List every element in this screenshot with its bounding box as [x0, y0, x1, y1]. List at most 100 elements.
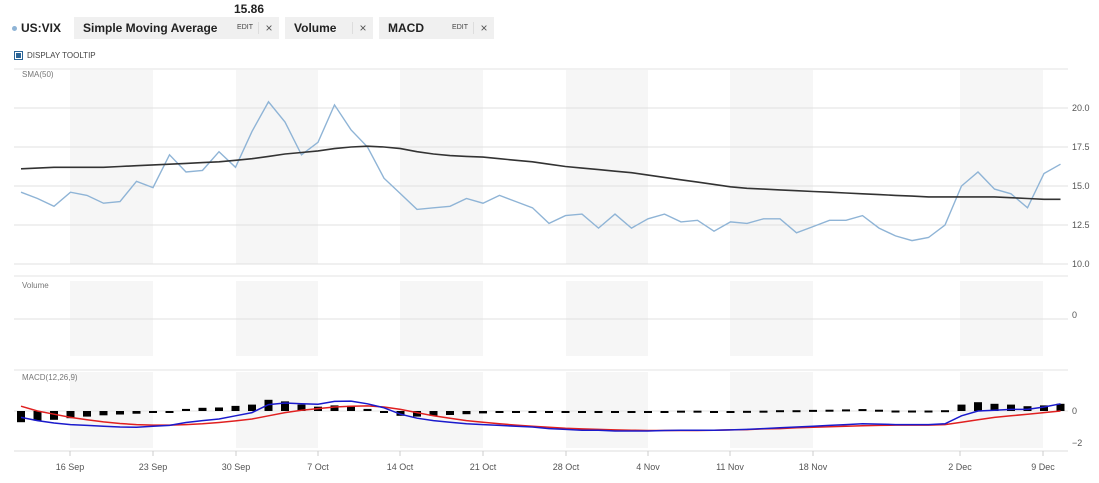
macd-histogram-bar: [627, 411, 636, 413]
macd-histogram-bar: [83, 411, 91, 417]
x-tick-label: 21 Oct: [470, 462, 497, 472]
x-tick-label: 7 Oct: [307, 462, 329, 472]
volume-close-icon[interactable]: ×: [359, 21, 367, 35]
x-tick-label: 9 Dec: [1031, 462, 1055, 472]
x-tick-label: 23 Sep: [139, 462, 168, 472]
vix-line: [20, 100, 1061, 242]
macd-histogram-bar: [248, 404, 256, 411]
macd-histogram-bar: [1007, 404, 1015, 411]
macd-histogram-bar: [974, 402, 982, 411]
x-tick-label: 11 Nov: [716, 462, 744, 472]
macd-histogram-bar: [957, 404, 966, 411]
macd-histogram-bar: [116, 411, 124, 415]
volume-panel-label: Volume: [22, 281, 49, 290]
macd-histogram-bar: [1023, 406, 1032, 411]
macd-histogram-bar: [182, 408, 190, 411]
week-band: [236, 70, 318, 264]
macd-histogram-bar: [578, 411, 586, 413]
macd-histogram-bar: [149, 411, 157, 413]
week-band: [566, 70, 648, 264]
indicator-legend: US:VIX: [12, 17, 74, 39]
symbol-label[interactable]: US:VIX: [12, 21, 74, 35]
sma-panel-label: SMA(50): [22, 70, 54, 79]
display-tooltip-label: DISPLAY TOOLTIP: [27, 51, 96, 60]
macd-histogram-bar: [380, 411, 388, 413]
tab-volume-label: Volume: [294, 21, 337, 35]
checkbox-icon[interactable]: [14, 51, 23, 60]
signal-line: [20, 405, 1061, 432]
macd-histogram-bar: [528, 411, 537, 413]
macd-histogram-bar: [561, 411, 570, 413]
macd-close-icon[interactable]: ×: [480, 21, 488, 35]
macd-histogram-bar: [17, 411, 25, 423]
macd-histogram-bar: [792, 410, 801, 413]
macd-histogram-bar: [710, 411, 718, 413]
macd-histogram-bar: [743, 410, 751, 413]
macd-histogram-bar: [330, 405, 339, 411]
macd-histogram-bar: [891, 410, 900, 413]
macd-histogram-bar: [908, 410, 916, 413]
macd-histogram-bar: [875, 409, 883, 412]
y-tick-label: 12.5: [1072, 220, 1090, 230]
macd-histogram-bar: [776, 410, 784, 413]
macd-histogram-bar: [545, 411, 553, 413]
macd-histogram-bar: [693, 410, 702, 413]
y-tick-label: 20.0: [1072, 103, 1090, 113]
macd-histogram-bar: [644, 411, 652, 413]
tab-macd-label: MACD: [388, 21, 424, 35]
macd-histogram-bar: [462, 411, 471, 415]
macd-histogram-bar: [809, 409, 817, 412]
macd-panel-label: MACD(12,26,9): [22, 373, 78, 382]
y-tick-label: 10.0: [1072, 259, 1090, 269]
macd-histogram-bar: [446, 411, 454, 415]
macd-histogram-bar: [660, 411, 669, 413]
macd-histogram-bar: [941, 410, 949, 413]
macd-histogram-bar: [297, 404, 306, 411]
macd-histogram-bar: [611, 411, 619, 413]
tab-volume[interactable]: Volume ×: [285, 17, 373, 39]
macd-histogram-bar: [594, 411, 603, 413]
macd-histogram-bar: [759, 410, 768, 413]
macd-histogram-bar: [231, 405, 240, 411]
macd-histogram-bar: [1056, 403, 1065, 411]
macd-histogram-bar: [479, 411, 487, 414]
macd-histogram-bar: [33, 411, 42, 421]
week-band: [960, 70, 1043, 264]
divider: [352, 22, 353, 34]
tab-sma-label: Simple Moving Average: [83, 21, 218, 35]
series-dot-icon: [12, 25, 17, 31]
macd-y-tick: −2: [1072, 438, 1082, 448]
x-tick-label: 30 Sep: [222, 462, 251, 472]
macd-histogram-bar: [413, 411, 421, 417]
week-band: [566, 372, 648, 448]
macd-histogram-bar: [215, 407, 223, 411]
macd-histogram-bar: [825, 409, 834, 412]
week-band: [70, 372, 153, 448]
macd-histogram-bar: [726, 411, 735, 413]
sma-close-icon[interactable]: ×: [265, 21, 273, 35]
sma-edit-button[interactable]: EDIT: [237, 22, 259, 34]
macd-histogram-bar: [363, 408, 372, 411]
week-band: [400, 372, 483, 448]
display-tooltip-toggle[interactable]: DISPLAY TOOLTIP: [14, 51, 96, 60]
macd-histogram-bar: [66, 411, 75, 419]
week-band: [400, 70, 483, 264]
macd-histogram-bar: [512, 411, 520, 413]
macd-histogram-bar: [990, 403, 999, 411]
macd-histogram-bar: [281, 401, 289, 411]
week-band: [730, 372, 813, 448]
macd-histogram-bar: [842, 409, 850, 412]
tab-sma[interactable]: Simple Moving Average EDIT ×: [74, 17, 279, 39]
macd-histogram-bar: [165, 411, 174, 413]
macd-histogram-bar: [347, 405, 355, 411]
last-value: 15.86: [234, 2, 265, 16]
macd-histogram-bar: [677, 410, 685, 413]
macd-histogram-bar: [924, 410, 933, 413]
x-tick-label: 16 Sep: [56, 462, 85, 472]
y-tick-label: 15.0: [1072, 181, 1090, 191]
x-tick-label: 28 Oct: [553, 462, 580, 472]
macd-edit-button[interactable]: EDIT: [452, 22, 474, 34]
tab-macd[interactable]: MACD EDIT ×: [379, 17, 494, 39]
macd-histogram-bar: [429, 411, 438, 416]
